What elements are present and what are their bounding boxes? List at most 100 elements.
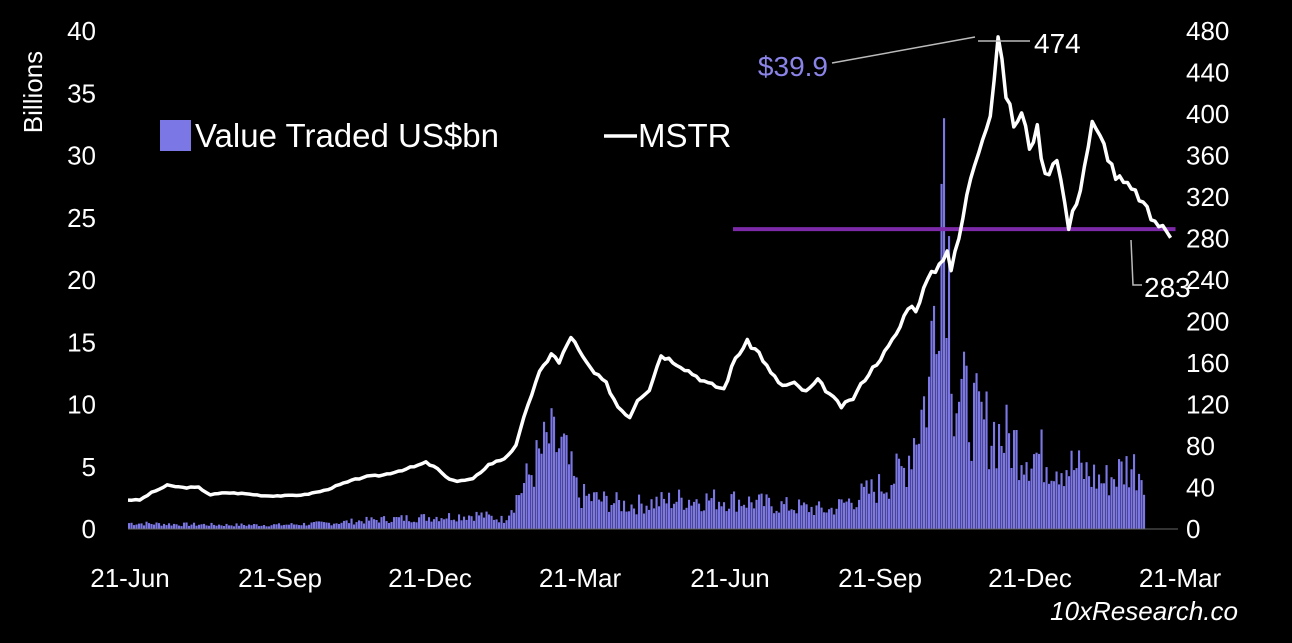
bar bbox=[138, 523, 141, 529]
bar bbox=[315, 521, 318, 529]
bar bbox=[243, 525, 246, 529]
bar bbox=[888, 498, 891, 529]
bar bbox=[180, 526, 183, 529]
bar bbox=[463, 516, 466, 529]
bar bbox=[965, 365, 968, 529]
peak-price-annotation: 474 bbox=[1034, 28, 1081, 59]
bar bbox=[963, 351, 966, 529]
bar bbox=[903, 467, 906, 529]
bar bbox=[160, 525, 163, 529]
bar bbox=[1045, 467, 1048, 529]
y2-tick-label: 0 bbox=[1186, 514, 1200, 544]
bar bbox=[575, 477, 578, 529]
bar bbox=[1110, 477, 1113, 529]
bar bbox=[440, 518, 443, 529]
bar bbox=[618, 500, 621, 529]
bar bbox=[433, 519, 436, 529]
bar bbox=[865, 480, 868, 529]
bar bbox=[790, 509, 793, 529]
bar bbox=[925, 427, 928, 529]
bar bbox=[935, 354, 938, 529]
bar bbox=[913, 438, 916, 529]
bar bbox=[1108, 495, 1111, 529]
bar bbox=[595, 492, 598, 529]
bar bbox=[838, 499, 841, 529]
x-tick-label: 21-Jun bbox=[90, 563, 170, 593]
bar bbox=[188, 525, 191, 529]
bar bbox=[870, 479, 873, 529]
bar bbox=[798, 499, 801, 529]
bar bbox=[1040, 429, 1043, 529]
bar bbox=[1103, 483, 1106, 529]
bar bbox=[205, 525, 208, 529]
bar bbox=[660, 492, 663, 529]
bar bbox=[643, 513, 646, 529]
y2-tick-label: 400 bbox=[1186, 99, 1229, 129]
bar bbox=[1028, 480, 1031, 529]
bar bbox=[603, 491, 606, 529]
bar bbox=[820, 507, 823, 529]
bar bbox=[1050, 480, 1053, 529]
bar bbox=[473, 520, 476, 529]
bar bbox=[645, 505, 648, 529]
bar bbox=[360, 521, 363, 529]
bar bbox=[543, 421, 546, 529]
bar bbox=[493, 519, 496, 529]
bar bbox=[610, 505, 613, 529]
bar bbox=[765, 494, 768, 529]
bar bbox=[165, 525, 168, 529]
bar bbox=[930, 320, 933, 529]
bar bbox=[563, 433, 566, 529]
bar bbox=[850, 502, 853, 529]
bar bbox=[1143, 494, 1146, 529]
peak-value-leader bbox=[831, 36, 976, 64]
bar bbox=[578, 497, 581, 529]
bar bbox=[810, 506, 813, 529]
peak-value-annotation: $39.9 bbox=[758, 51, 828, 82]
bar bbox=[580, 508, 583, 529]
bar bbox=[140, 523, 143, 529]
bar bbox=[1098, 474, 1101, 529]
bar bbox=[210, 522, 213, 529]
bar bbox=[178, 525, 181, 529]
bar bbox=[428, 517, 431, 529]
bar bbox=[680, 497, 683, 529]
y-tick-label: 15 bbox=[67, 327, 96, 357]
last-price-leader bbox=[1130, 239, 1142, 286]
bar bbox=[815, 505, 818, 529]
bar bbox=[328, 522, 331, 529]
bar bbox=[825, 512, 828, 529]
bar bbox=[385, 521, 388, 529]
bar bbox=[430, 521, 433, 529]
bar bbox=[505, 520, 508, 529]
bar bbox=[335, 523, 338, 529]
bar bbox=[423, 514, 426, 529]
bar bbox=[333, 523, 336, 529]
bar bbox=[708, 500, 711, 529]
bar bbox=[598, 499, 601, 529]
bar bbox=[395, 517, 398, 529]
bar bbox=[1035, 452, 1038, 529]
y-tick-label: 40 bbox=[67, 16, 96, 46]
bar bbox=[380, 517, 383, 529]
bar bbox=[713, 489, 716, 529]
bar bbox=[143, 525, 146, 529]
bar bbox=[420, 514, 423, 529]
bar bbox=[285, 524, 288, 529]
bar bbox=[1085, 462, 1088, 529]
bar bbox=[290, 523, 293, 529]
bar bbox=[323, 522, 326, 529]
bar bbox=[763, 506, 766, 529]
bar bbox=[230, 525, 233, 529]
y2-tick-label: 320 bbox=[1186, 182, 1229, 212]
bar bbox=[703, 510, 706, 529]
bar bbox=[545, 432, 548, 529]
x-tick-label: 21-Sep bbox=[238, 563, 322, 593]
bar bbox=[793, 510, 796, 529]
bar bbox=[738, 499, 741, 529]
bar bbox=[568, 464, 571, 529]
bar bbox=[310, 522, 313, 529]
bar bbox=[1018, 480, 1021, 529]
bar bbox=[540, 453, 543, 529]
bar bbox=[600, 501, 603, 529]
